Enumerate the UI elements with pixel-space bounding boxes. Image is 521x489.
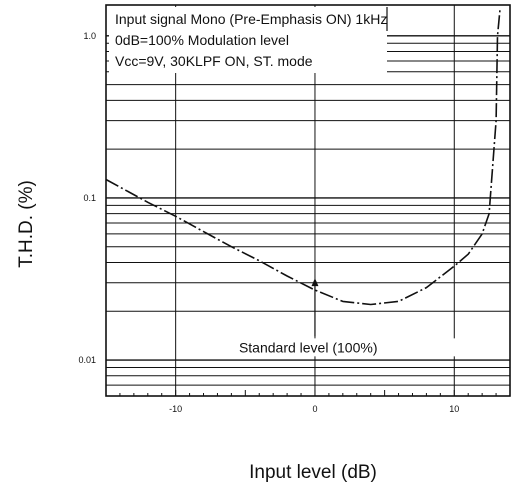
standard-level-annotation: Standard level (100%) <box>236 278 459 357</box>
series-layer <box>105 7 501 306</box>
plot-border <box>105 4 511 397</box>
y-tick-label: 1.0 <box>83 31 96 41</box>
annotation-bg <box>236 338 459 357</box>
x-tick-label: -10 <box>169 404 182 414</box>
condition-note-line: 0dB=100% Modulation level <box>115 32 289 48</box>
condition-note-line: Vcc=9V, 30KLPF ON, ST. mode <box>115 53 313 69</box>
y-tick-label: 0.1 <box>83 193 96 203</box>
y-tick-label: 0.01 <box>78 355 96 365</box>
x-axis-label: Input level (dB) <box>249 462 377 483</box>
condition-note-line: Input signal Mono (Pre-Emphasis ON) 1kHz <box>115 11 387 27</box>
y-axis-label: T.H.D. (%) <box>16 180 37 268</box>
x-tick-label: 10 <box>449 404 459 414</box>
thd-curve-line <box>105 7 501 306</box>
grid-lines <box>106 5 510 397</box>
x-tick-labels: -10 0 10 <box>169 404 459 414</box>
tick-marks <box>105 390 511 396</box>
notes-box <box>109 7 387 73</box>
condition-notes: Input signal Mono (Pre-Emphasis ON) 1kHz… <box>109 7 388 73</box>
x-tick-label: 0 <box>312 404 317 414</box>
plot-frame <box>105 4 511 397</box>
y-tick-labels: 0.01 0.1 1.0 <box>78 31 96 365</box>
annotation-arrow-head <box>311 278 319 287</box>
annotation-label: Standard level (100%) <box>239 339 378 355</box>
